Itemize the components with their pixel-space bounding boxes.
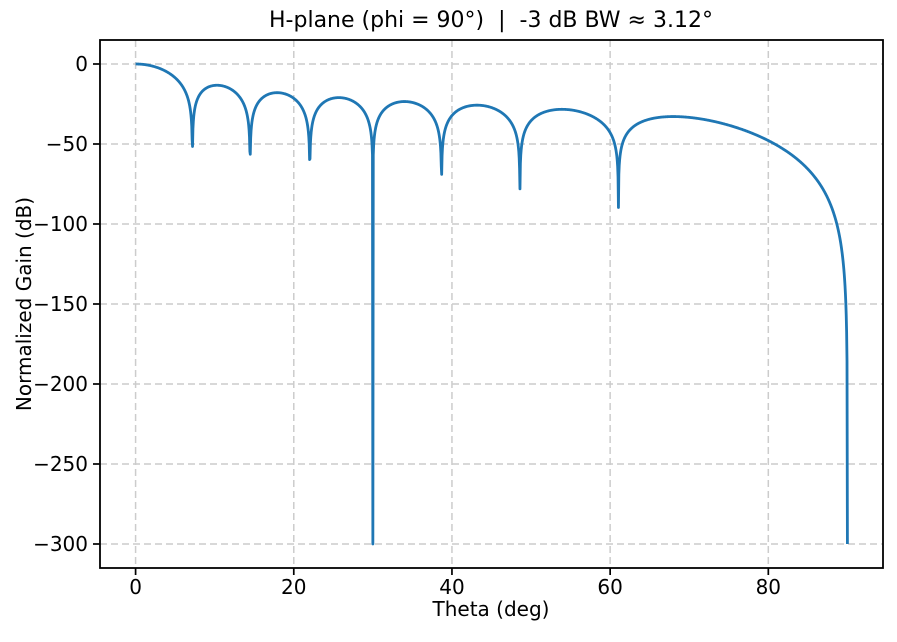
x-axis-label: Theta (deg)	[432, 597, 550, 621]
chart-title: H-plane (phi = 90°) | -3 dB BW ≈ 3.12°	[269, 8, 713, 33]
x-tick-label: 0	[129, 575, 142, 599]
y-tick-label: −50	[46, 132, 88, 156]
y-tick-label: −150	[33, 292, 88, 316]
x-tick-label: 40	[439, 575, 464, 599]
y-tick-label: −200	[33, 372, 88, 396]
y-tick-label: −300	[33, 532, 88, 556]
y-tick-label: 0	[75, 52, 88, 76]
y-tick-label: −100	[33, 212, 88, 236]
y-tick-label: −250	[33, 452, 88, 476]
x-tick-label: 20	[281, 575, 306, 599]
axis-tick-marks	[93, 63, 770, 575]
x-tick-label: 80	[756, 575, 781, 599]
y-axis-label: Normalized Gain (dB)	[12, 197, 36, 411]
gain-curve	[134, 62, 849, 546]
plot-area-border	[99, 39, 884, 569]
axis-tick-labels: 0 20 40 60 80 0 −50 −100 −150 −200 −250 −300	[33, 52, 781, 599]
grid-lines	[100, 40, 883, 568]
x-tick-label: 60	[597, 575, 622, 599]
